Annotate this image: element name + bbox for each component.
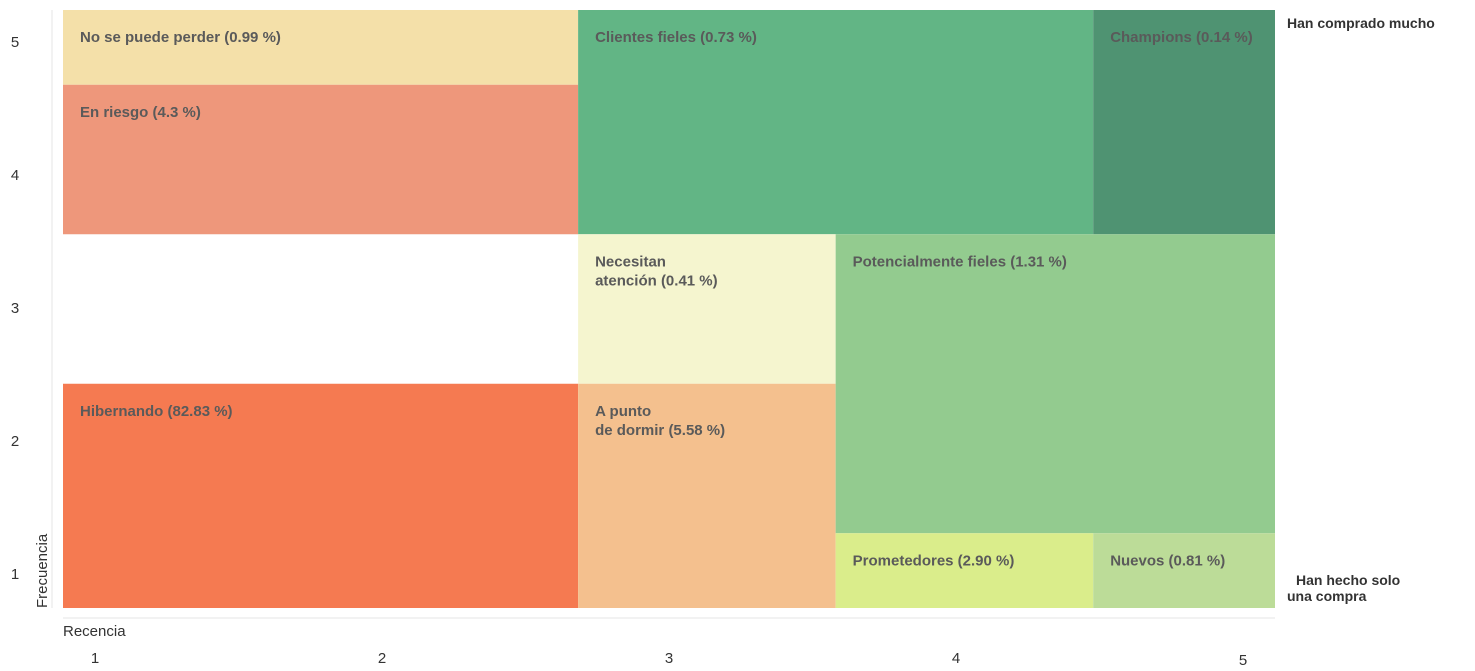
y-tick-label: 4: [11, 167, 19, 184]
segment-label-line: Hibernando (82.83 %): [80, 403, 233, 420]
segment-rect-a-punto-de-dormir: [578, 383, 836, 608]
x-tick-label: 3: [665, 650, 673, 666]
segment-rect-en-riesgo: [63, 84, 579, 235]
segment-potencialmente-fieles: Potencialmente fieles (1.31 %): [835, 234, 1275, 534]
segment-label-hibernando: Hibernando (82.83 %): [80, 403, 233, 420]
tick-layer: 1 2 3 4 5 1 2 3 4 5: [11, 34, 1247, 669]
segment-label-no-se-puede-perder: No se puede perder (0.99 %): [80, 29, 281, 46]
bottom-right-note-line-1: Han hecho solo: [1296, 572, 1400, 588]
segment-label-line: Potencialmente fieles (1.31 %): [853, 253, 1067, 270]
segment-label-line: En riesgo (4.3 %): [80, 104, 201, 121]
segment-label-line: Nuevos (0.81 %): [1110, 552, 1225, 569]
bottom-right-note-line-2: una compra: [1287, 588, 1367, 604]
segment-label-line: Prometedores (2.90 %): [853, 552, 1015, 569]
segment-clientes-fieles: Clientes fieles (0.73 %): [578, 10, 1094, 235]
x-tick-label: 2: [378, 650, 386, 666]
segment-rect-hibernando: [63, 383, 579, 608]
segment-label-line: A punto: [595, 403, 651, 420]
segment-label-line: Necesitan: [595, 253, 666, 270]
segment-hibernando: Hibernando (82.83 %): [63, 383, 579, 608]
x-axis-title: Recencia: [63, 623, 126, 640]
segment-label-champions: Champions (0.14 %): [1110, 29, 1253, 46]
x-tick-label: 4: [952, 650, 960, 666]
segment-rect-clientes-fieles: [578, 10, 1094, 235]
segment-label-a-punto-de-dormir: A punto de dormir (5.58 %): [595, 403, 725, 439]
x-tick-label: 5: [1239, 652, 1247, 666]
segment-en-riesgo: En riesgo (4.3 %): [63, 84, 579, 235]
y-axis-title: Frecuencia: [34, 533, 51, 608]
segment-rect-potencialmente-fieles: [835, 234, 1275, 534]
y-tick-label: 1: [11, 566, 19, 583]
segment-label-necesitan-atencion: Necesitan atención (0.41 %): [595, 253, 718, 289]
segment-label-nuevos: Nuevos (0.81 %): [1110, 552, 1225, 569]
y-tick-label: 2: [11, 433, 19, 450]
segment-label-line: No se puede perder (0.99 %): [80, 29, 281, 46]
y-tick-label: 3: [11, 300, 19, 317]
segment-label-line: atención (0.41 %): [595, 272, 718, 289]
top-right-note: Han comprado mucho: [1287, 15, 1435, 31]
segment-label-potencialmente-fieles: Potencialmente fieles (1.31 %): [853, 253, 1067, 270]
segment-rect-nuevos: [1093, 533, 1275, 608]
segment-label-en-riesgo: En riesgo (4.3 %): [80, 104, 201, 121]
segment-label-line: Clientes fieles (0.73 %): [595, 29, 757, 46]
segment-label-prometedores: Prometedores (2.90 %): [853, 552, 1015, 569]
segment-rect-champions: [1093, 10, 1275, 235]
segment-rect-no-se-puede-perder: [63, 10, 579, 85]
y-tick-label: 5: [11, 34, 19, 51]
segment-rect-necesitan-atencion: [578, 234, 836, 384]
segment-label-line: Champions (0.14 %): [1110, 29, 1253, 46]
segment-label-clientes-fieles: Clientes fieles (0.73 %): [595, 29, 757, 46]
segment-rect-prometedores: [835, 533, 1094, 608]
segment-no-se-puede-perder: No se puede perder (0.99 %): [63, 10, 579, 85]
segment-necesitan-atencion: Necesitan atención (0.41 %): [578, 234, 836, 384]
segment-prometedores: Prometedores (2.90 %): [835, 533, 1094, 608]
segment-layer: No se puede perder (0.99 %) En riesgo (4.…: [63, 10, 1275, 608]
bottom-right-note: Han hecho solo una compra: [1287, 572, 1404, 604]
segment-nuevos: Nuevos (0.81 %): [1093, 533, 1275, 608]
segment-champions: Champions (0.14 %): [1093, 10, 1275, 235]
segment-a-punto-de-dormir: A punto de dormir (5.58 %): [578, 383, 836, 608]
segment-label-line: de dormir (5.58 %): [595, 422, 725, 439]
x-tick-label: 1: [91, 650, 99, 666]
